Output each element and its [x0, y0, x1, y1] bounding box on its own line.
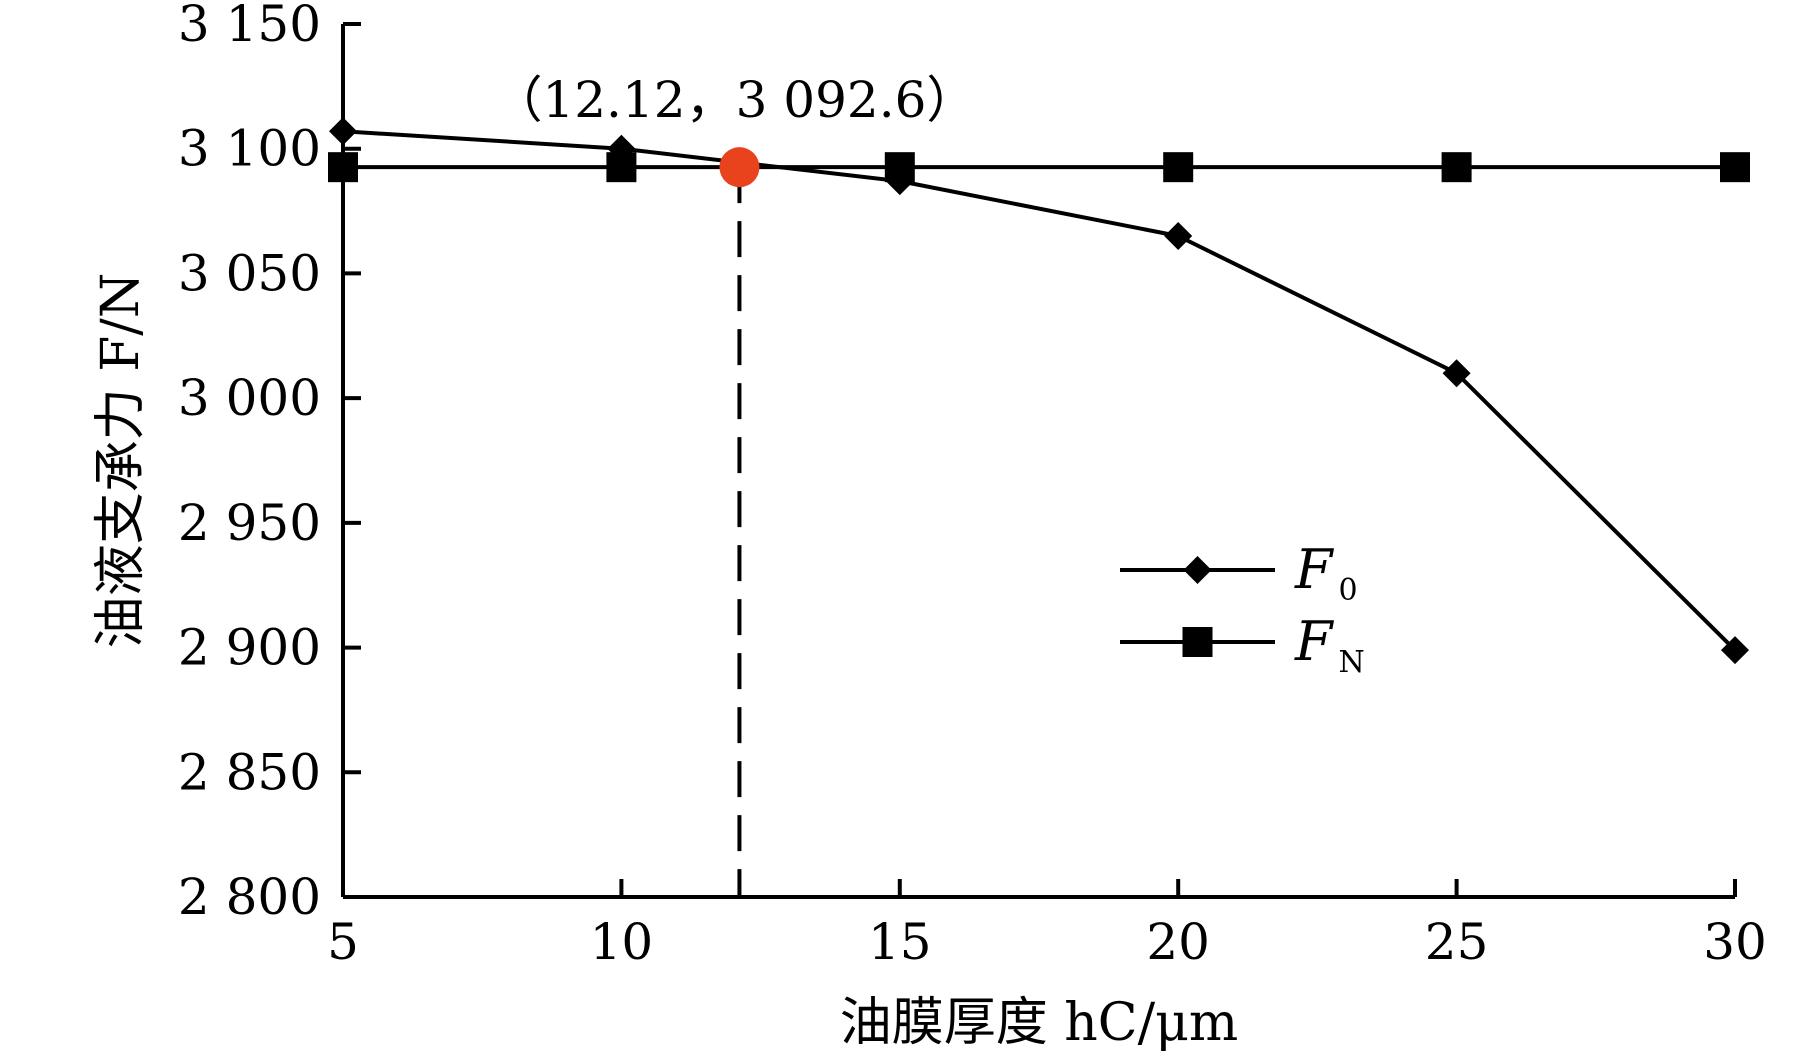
series-layer	[328, 117, 1750, 665]
data-point-FN	[1720, 152, 1750, 183]
x-tick-label: 5	[327, 913, 359, 971]
y-tick-label: 2 950	[178, 494, 321, 552]
y-tick-label: 3 100	[178, 120, 321, 178]
data-point-F0	[1721, 636, 1749, 665]
y-tick-label: 3 000	[178, 369, 321, 427]
legend: F 0F N	[1120, 538, 1365, 680]
y-tick-label: 3 150	[178, 0, 321, 53]
y-tick-label: 2 800	[178, 868, 321, 926]
intersection-label: （12.12，3 092.6）	[492, 71, 976, 129]
legend-label-sub: 0	[1338, 573, 1357, 608]
x-tick-label: 25	[1425, 913, 1489, 971]
legend-label-main: F	[1294, 610, 1335, 673]
data-point-F0	[329, 117, 357, 146]
legend-marker-FN	[1182, 627, 1213, 657]
x-tick-label: 15	[868, 913, 932, 971]
data-point-FN	[884, 152, 915, 183]
y-tick-label: 2 850	[178, 743, 321, 801]
data-point-FN	[1163, 152, 1194, 183]
data-point-FN	[1441, 152, 1472, 183]
y-tick-label: 3 050	[178, 244, 321, 302]
y-tick-label: 2 900	[178, 619, 321, 677]
data-point-FN	[606, 152, 637, 183]
legend-label-main: F	[1294, 538, 1335, 601]
legend-label-sub: N	[1338, 645, 1364, 680]
data-point-FN	[328, 152, 358, 183]
x-tick-label: 20	[1146, 913, 1210, 971]
y-axis-title: 油液支承力 F/N	[91, 273, 151, 649]
series-line-F0	[342, 129, 1737, 652]
series-FN	[328, 152, 1750, 183]
x-axis-title: 油膜厚度 hC/μm	[840, 993, 1238, 1053]
series-F0	[329, 117, 1749, 665]
x-tick-label: 30	[1703, 913, 1767, 971]
intersection-point	[719, 147, 760, 188]
legend-marker-F0	[1183, 556, 1212, 584]
data-point-F0	[1164, 222, 1193, 251]
x-tick-label: 10	[590, 913, 654, 971]
data-point-F0	[1442, 359, 1471, 388]
annotation-layer: （12.12，3 092.6）	[492, 71, 976, 897]
axes: 2 800 2 850 2 900 2 950 3 000 3 050 3 100 3 150…	[91, 0, 1767, 1053]
